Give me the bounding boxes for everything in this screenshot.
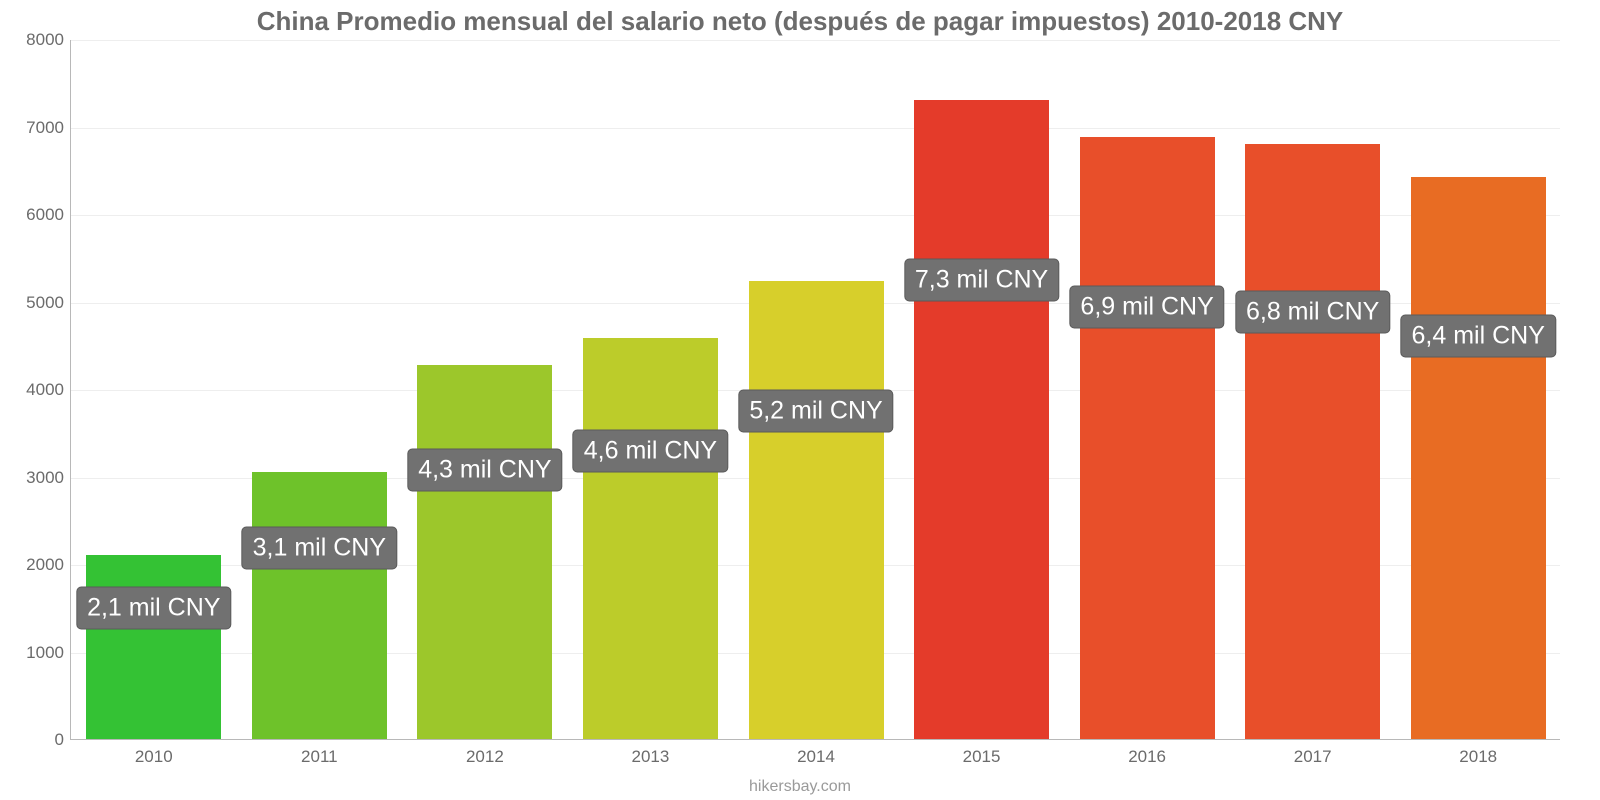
bar: [749, 281, 884, 739]
y-axis-tick: 4000: [26, 380, 64, 400]
y-axis-tick: 3000: [26, 468, 64, 488]
y-axis-tick: 2000: [26, 555, 64, 575]
y-axis-tick: 5000: [26, 293, 64, 313]
y-axis-tick: 6000: [26, 205, 64, 225]
grid-line: [71, 128, 1560, 129]
x-axis-tick: 2013: [632, 747, 670, 767]
bar-value-label: 6,9 mil CNY: [1069, 285, 1224, 328]
bar: [417, 365, 552, 740]
y-axis-tick: 7000: [26, 118, 64, 138]
x-axis-tick: 2011: [301, 747, 338, 767]
x-axis-tick: 2016: [1128, 747, 1166, 767]
bar-value-label: 7,3 mil CNY: [904, 259, 1059, 302]
bar-value-label: 5,2 mil CNY: [738, 389, 893, 432]
y-axis-tick: 1000: [26, 643, 64, 663]
credit-text: hikersbay.com: [0, 778, 1600, 796]
bar: [1411, 177, 1546, 739]
x-axis-tick: 2012: [466, 747, 504, 767]
bar-value-label: 6,4 mil CNY: [1401, 314, 1556, 357]
bar: [1080, 137, 1215, 739]
grid-line: [71, 40, 1560, 41]
bar-value-label: 6,8 mil CNY: [1235, 290, 1390, 333]
x-axis-tick: 2014: [797, 747, 835, 767]
bar: [252, 472, 387, 739]
bar: [86, 555, 221, 739]
y-axis-tick: 0: [55, 730, 64, 750]
x-axis-tick: 2018: [1459, 747, 1497, 767]
x-axis-tick: 2017: [1294, 747, 1332, 767]
y-axis-tick: 8000: [26, 30, 64, 50]
bar-value-label: 2,1 mil CNY: [76, 586, 231, 629]
x-axis-tick: 2015: [963, 747, 1001, 767]
x-axis-tick: 2010: [135, 747, 173, 767]
bar-value-label: 4,6 mil CNY: [573, 430, 728, 473]
bar-value-label: 3,1 mil CNY: [242, 526, 397, 569]
bar: [583, 338, 718, 739]
bar-value-label: 4,3 mil CNY: [407, 449, 562, 492]
chart-container: China Promedio mensual del salario neto …: [0, 0, 1600, 800]
bar: [1245, 144, 1380, 739]
bar: [914, 100, 1049, 739]
chart-title: China Promedio mensual del salario neto …: [0, 6, 1600, 37]
plot-area: 01000200030004000500060007000800020102,1…: [70, 40, 1560, 740]
